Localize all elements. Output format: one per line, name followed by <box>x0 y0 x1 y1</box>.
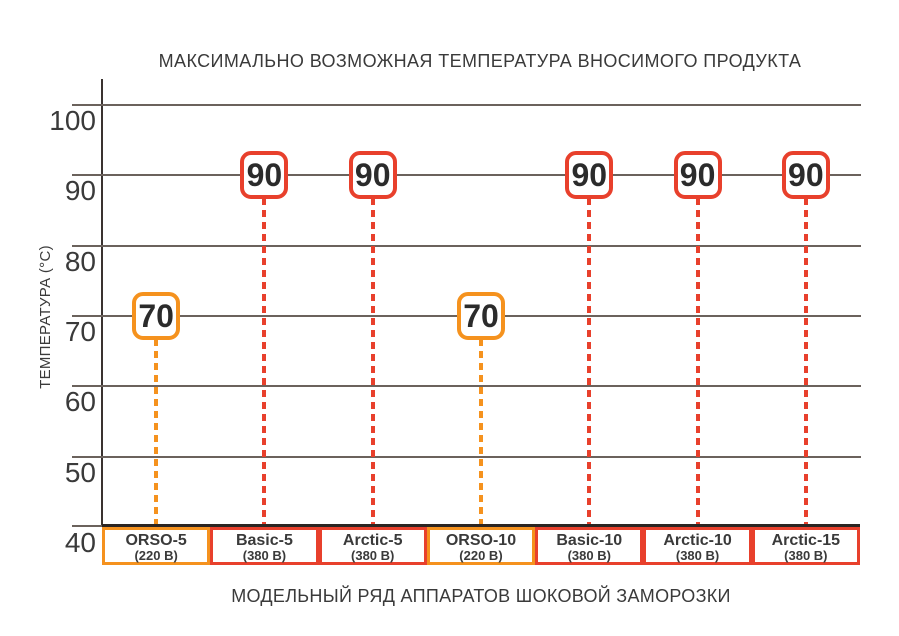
value-dash-basic-5 <box>262 198 267 524</box>
y-tick-label-90: 90 <box>64 175 96 207</box>
value-dash-orso-5 <box>154 339 159 524</box>
value-badge-basic-10: 90 <box>565 151 614 200</box>
model-box-orso-10: ORSO-10 (220 В) <box>426 527 536 565</box>
y-tick-label-100: 100 <box>49 105 96 136</box>
model-box-arctic-15: Arctic-15 (380 В) <box>751 527 860 565</box>
gridline-60 <box>72 385 861 388</box>
gridline-90 <box>72 174 861 177</box>
model-name: Basic-10 <box>556 532 623 549</box>
model-voltage: (380 В) <box>784 548 828 563</box>
y-tick-label-60: 60 <box>64 386 96 418</box>
model-voltage: (220 В) <box>459 548 503 563</box>
y-axis-line <box>101 79 103 527</box>
gridline-80 <box>72 244 861 247</box>
x-axis-line <box>102 524 860 527</box>
model-name: ORSO-10 <box>445 532 517 549</box>
model-voltage: (380 В) <box>242 548 287 563</box>
y-tick-label-40: 40 <box>64 527 96 558</box>
y-tick-label-70: 70 <box>64 316 96 347</box>
gridline-50 <box>72 455 861 458</box>
model-box-orso-5: ORSO-5 (220 В) <box>102 527 211 565</box>
chart-title: МАКСИМАЛЬНО ВОЗМОЖНАЯ ТЕМПЕРАТУРА ВНОСИМ… <box>158 51 802 71</box>
value-dash-arctic-10 <box>695 198 700 524</box>
x-axis-title: МОДЕЛЬНЫЙ РЯД АППАРАТОВ ШОКОВОЙ ЗАМОРОЗК… <box>231 586 731 606</box>
model-name: ORSO-5 <box>125 532 187 549</box>
value-badge-basic-5: 90 <box>240 151 289 200</box>
value-dash-arctic-15 <box>803 198 808 524</box>
model-box-basic-5: Basic-5 (380 В) <box>210 527 319 565</box>
model-name: Arctic-15 <box>771 532 841 549</box>
model-voltage: (380 В) <box>675 548 720 563</box>
model-name: Arctic-10 <box>663 532 732 549</box>
value-badge-orso-5: 70 <box>132 292 181 340</box>
model-name: Basic-5 <box>235 532 293 549</box>
value-dash-arctic-5 <box>370 198 375 524</box>
model-box-arctic-10: Arctic-10 (380 В) <box>643 527 752 565</box>
tick-mark-40 <box>72 525 102 527</box>
y-tick-label-50: 50 <box>64 456 96 488</box>
gridline-100 <box>72 104 861 106</box>
value-dash-basic-10 <box>587 198 592 524</box>
value-dash-orso-10 <box>479 339 483 524</box>
value-badge-arctic-10: 90 <box>673 151 722 200</box>
value-badge-arctic-5: 90 <box>348 151 397 200</box>
model-name: Arctic-5 <box>342 532 403 549</box>
model-box-basic-10: Basic-10 (380 В) <box>535 527 644 565</box>
value-badge-arctic-15: 90 <box>781 151 830 200</box>
model-voltage: (220 В) <box>134 548 178 563</box>
model-voltage: (380 В) <box>567 548 611 563</box>
model-voltage: (380 В) <box>351 548 395 563</box>
y-tick-label-80: 80 <box>64 245 96 277</box>
value-badge-orso-10: 70 <box>457 292 505 340</box>
model-box-arctic-5: Arctic-5 (380 В) <box>318 527 427 565</box>
